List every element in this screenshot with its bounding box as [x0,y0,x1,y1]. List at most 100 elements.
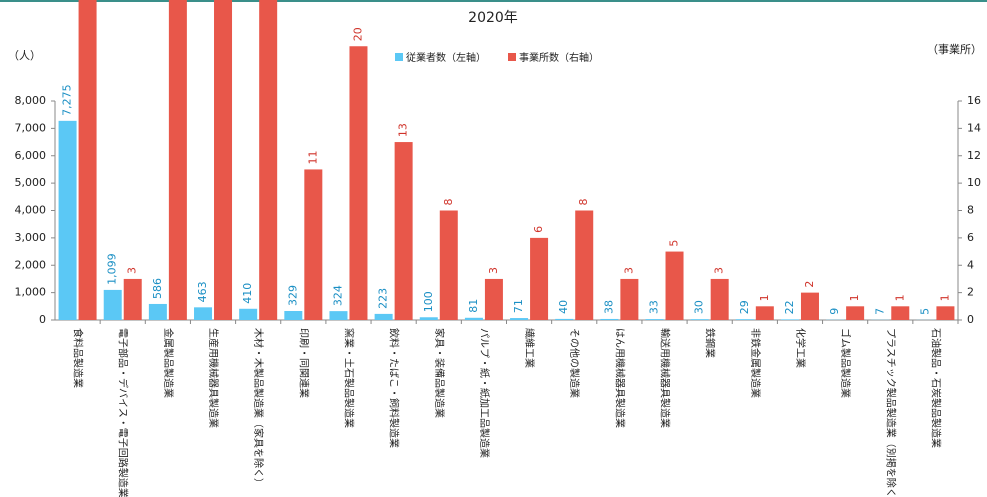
bar [123,278,142,320]
y2-tick-label: 12 [967,149,981,162]
x-tick-label: 石油製品・石炭製品製造業 [929,328,942,448]
bar [735,319,754,320]
value-label: 1,099 [106,253,119,285]
bar [690,319,709,320]
x-tick-label: パルプ・紙・紙加工品製造業 [478,328,491,458]
y-tick-label: 3,000 [15,231,47,244]
bar [600,318,619,320]
y-tick-label: 7,000 [15,121,47,134]
value-label: 223 [377,288,390,309]
bar [214,0,233,320]
bar [484,278,503,320]
y2-tick-label: 0 [967,313,974,326]
bar [510,318,529,320]
legend-swatch [395,53,403,61]
bar [349,46,368,320]
bar [936,306,955,320]
value-label: 40 [557,300,570,314]
x-tick-label: 電子部品・デバイス・電子回路製造業 [117,328,130,497]
x-tick-label: 金属製品製造業 [162,328,175,398]
bar [575,210,594,320]
value-label: 3 [713,267,726,274]
x-tick-label: 繊維工業 [523,328,536,368]
bar [374,313,393,320]
bar [329,311,348,320]
bar [168,0,187,320]
x-tick-label: 木材・木製品製造業（家具を除く） [252,328,265,488]
bar [259,0,278,320]
x-tick-label: ゴム製品製造業 [839,328,852,398]
value-label: 11 [306,150,319,164]
y2-tick-label: 6 [967,231,974,244]
value-label: 22 [783,300,796,314]
y2-tick-label: 8 [967,204,974,217]
bar [103,289,122,320]
x-tick-label: 家具・装備品製造業 [433,328,446,418]
x-tick-label: その他の製造業 [568,328,581,398]
y-tick-label: 1,000 [15,286,47,299]
legend-label: 事業所数（右軸） [519,51,599,64]
value-label: 33 [648,300,661,314]
y-axis-label: （人） [8,49,41,62]
value-label: 29 [738,300,751,314]
value-label: 410 [241,283,254,304]
bar [645,319,664,320]
value-label: 463 [196,281,209,302]
bar [239,308,258,320]
x-tick-label: プラスチック製品製造業（別掲を除く） [884,328,897,497]
x-tick-label: 非鉄金属製造業 [749,328,762,398]
bar [58,120,77,320]
y2-tick-label: 10 [967,176,981,189]
bar [148,303,167,320]
x-tick-label: 窯業・土石製品製造業 [342,328,355,428]
bar [710,278,729,320]
y-tick-label: 8,000 [15,94,47,107]
y2-tick-label: 16 [967,94,981,107]
bar [846,306,865,320]
x-tick-label: はん用機械器具製造業 [613,328,626,428]
bar [755,306,774,320]
value-label: 7 [873,308,886,315]
bar [780,319,799,320]
value-label: 3 [126,267,139,274]
bar [419,317,438,320]
value-label: 7,275 [61,84,74,116]
y-tick-label: 0 [39,313,46,326]
value-label: 20 [351,27,364,41]
value-label: 2 [803,281,816,288]
y2-tick-label: 4 [967,258,974,271]
value-label: 324 [331,285,344,306]
bar [891,306,910,320]
x-tick-label: 印刷・同関連業 [297,328,310,398]
value-label: 81 [467,299,480,313]
bar [284,310,303,320]
value-label: 1 [893,294,906,301]
value-label: 1 [758,294,771,301]
value-label: 5 [668,240,681,247]
value-label: 30 [693,300,706,314]
x-tick-label: 鉄鋼業 [704,328,717,358]
y-tick-label: 2,000 [15,258,47,271]
x-tick-label: 飲料・たばこ・飼料製造業 [388,328,401,448]
y-tick-label: 6,000 [15,149,47,162]
value-label: 3 [487,267,500,274]
value-label: 8 [577,199,590,206]
value-label: 38 [602,300,615,314]
value-label: 1 [938,294,951,301]
bar [800,292,819,320]
y2-axis-label: （事業所） [927,43,982,56]
x-tick-label: 輸送用機械器具製造業 [659,328,672,428]
value-label: 8 [442,199,455,206]
bar [78,0,97,320]
y-tick-label: 4,000 [15,204,47,217]
bar [530,237,549,320]
bar [394,142,413,320]
y2-tick-label: 14 [967,121,981,134]
value-label: 5 [918,308,931,315]
value-label: 3 [622,267,635,274]
value-label: 1 [848,294,861,301]
legend-swatch [508,53,516,61]
bar [464,317,483,320]
bar [194,307,213,320]
y2-tick-label: 2 [967,286,974,299]
